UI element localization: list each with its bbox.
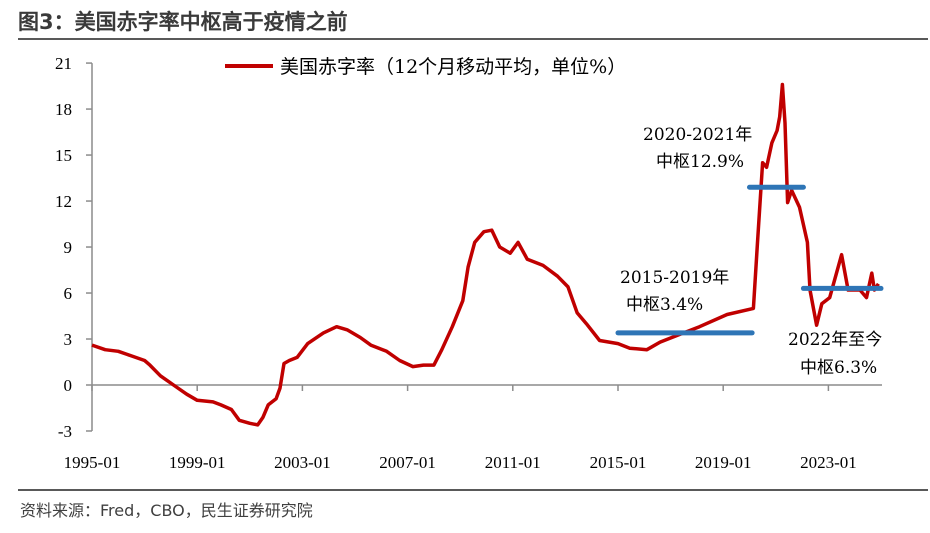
x-tick-label: 2023-01	[800, 453, 857, 472]
pivot-lines	[615, 184, 884, 336]
y-tick-label: 18	[55, 100, 72, 119]
pivot-label-2020-line2: 中枢12.9%	[656, 152, 744, 172]
legend-label: 美国赤字率（12个月移动平均，单位%）	[280, 56, 626, 78]
pivot-label-2015-line2: 中枢3.4%	[626, 295, 703, 315]
pivot-label-2020-line1: 2020-2021年	[643, 125, 752, 145]
pivot-label-2022-line1: 2022年至今	[788, 330, 882, 350]
x-tick-label: 1999-01	[169, 453, 226, 472]
y-tick-label: 12	[55, 192, 72, 211]
x-tick-label: 1995-01	[64, 453, 121, 472]
annotations: 2015-2019年 中枢3.4% 2020-2021年 中枢12.9% 202…	[620, 125, 882, 378]
x-tick-label: 2015-01	[590, 453, 647, 472]
deficit-rate-line	[91, 82, 880, 427]
y-tick-label: 3	[64, 330, 73, 349]
source-divider	[18, 489, 928, 491]
y-tick-label: 0	[64, 376, 73, 395]
title-divider	[18, 38, 928, 40]
legend: 美国赤字率（12个月移动平均，单位%）	[225, 56, 626, 78]
pivot-label-2022-line2: 中枢6.3%	[800, 358, 877, 378]
source-note: 资料来源：Fred，CBO，民生证券研究院	[20, 501, 313, 520]
x-tick-label: 2003-01	[274, 453, 331, 472]
x-tick-label: 2011-01	[485, 453, 541, 472]
y-tick-label: -3	[58, 422, 72, 441]
y-tick-label: 9	[64, 238, 73, 257]
pivot-label-2015-line1: 2015-2019年	[620, 268, 729, 288]
figure-title: 图3：美国赤字率中枢高于疫情之前	[18, 10, 348, 34]
x-tick-label: 2007-01	[379, 453, 436, 472]
axes: 21 18 15 12 9 6 3 0 -3 1995-01 1999-01 2003-01 2007-…	[55, 54, 882, 472]
y-tick-label: 6	[64, 284, 73, 303]
x-tick-label: 2019-01	[695, 453, 752, 472]
y-tick-label: 21	[55, 54, 72, 73]
y-tick-label: 15	[55, 146, 72, 165]
